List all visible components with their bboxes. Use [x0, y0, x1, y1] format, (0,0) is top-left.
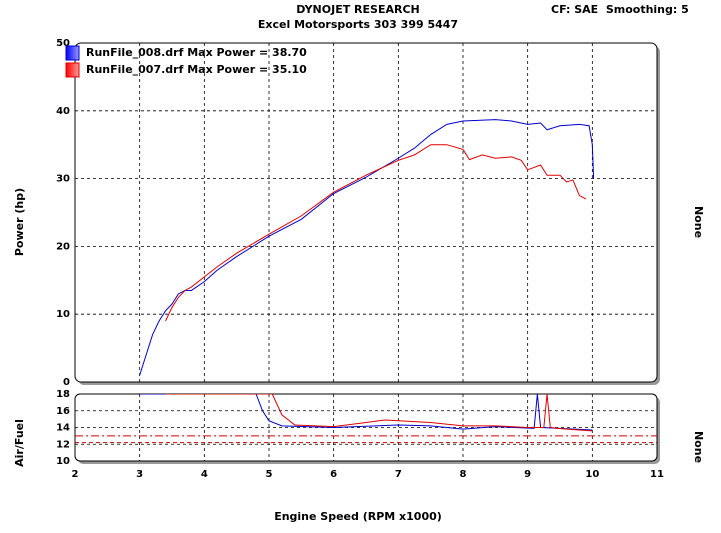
- x-tick-label: 6: [330, 469, 337, 480]
- x-tick-label: 3: [136, 469, 143, 480]
- y-tick-label: 40: [56, 106, 70, 117]
- y-tick-label: 0: [63, 377, 70, 388]
- y-tick-label: 14: [56, 423, 70, 434]
- legend-label: RunFile_008.drf Max Power = 38.70: [86, 46, 307, 59]
- legend-label: RunFile_007.drf Max Power = 35.10: [86, 63, 307, 76]
- y-axis-label: Power (hp): [13, 188, 26, 256]
- x-tick-label: 8: [460, 469, 467, 480]
- x-tick-label: 2: [72, 469, 79, 480]
- power-panel: [74, 42, 658, 383]
- settings: CF: SAE Smoothing: 5: [551, 3, 689, 16]
- data-line: [139, 394, 593, 431]
- y-tick-label: 12: [56, 439, 70, 450]
- data-line: [165, 144, 587, 322]
- y-tick-label: 30: [56, 174, 70, 185]
- x-axis-label: Engine Speed (RPM x1000): [274, 510, 442, 523]
- x-tick-label: 7: [395, 469, 402, 480]
- y-tick-label: 10: [56, 456, 70, 467]
- legend-swatch: [65, 45, 80, 61]
- y-tick-label: 16: [56, 406, 70, 417]
- y-tick-label: 20: [56, 241, 70, 252]
- y-tick-label: 50: [56, 38, 70, 49]
- legend-swatch: [65, 62, 80, 78]
- y-axis-label: Air/Fuel: [13, 419, 26, 467]
- x-tick-label: 10: [585, 469, 599, 480]
- title: DYNOJET RESEARCH: [296, 3, 419, 16]
- x-tick-label: 4: [201, 469, 208, 480]
- y2-axis-label: None: [692, 431, 705, 463]
- y2-axis-label: None: [692, 206, 705, 238]
- y-tick-label: 18: [56, 389, 70, 400]
- data-line: [165, 394, 593, 432]
- data-line: [139, 119, 595, 376]
- x-tick-label: 5: [266, 469, 273, 480]
- x-tick-label: 9: [524, 469, 531, 480]
- subtitle: Excel Motorsports 303 399 5447: [258, 18, 458, 31]
- x-tick-label: 11: [650, 469, 664, 480]
- y-tick-label: 10: [56, 309, 70, 320]
